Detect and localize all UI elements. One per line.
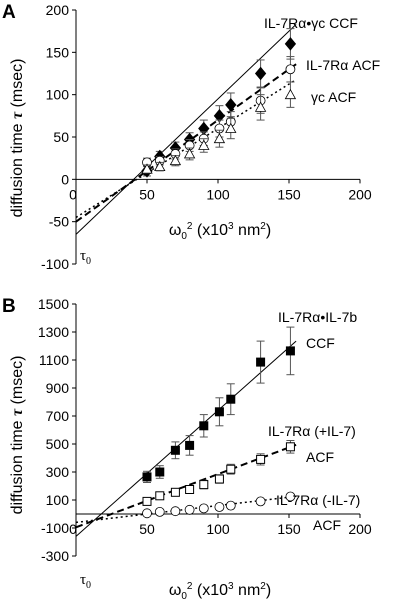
- panel-a-label-acf-2: γc ACF: [311, 89, 356, 105]
- panel-a-x-tick-label: 100: [206, 186, 230, 202]
- panel-b-y-tick-label: 500: [46, 436, 70, 452]
- panel-b-y-tick-label: 700: [46, 408, 70, 424]
- panel-b-series-2-point: [170, 506, 181, 517]
- panel-b-series-2-point: [198, 503, 209, 514]
- panel-b-series-0-point: [256, 357, 266, 367]
- panel-b-series-2-point: [184, 504, 195, 515]
- panel-b-series-1-point: [185, 485, 195, 494]
- panel-a-y-tick-label: -100: [41, 256, 69, 272]
- panel-b-series-0-point: [214, 407, 224, 417]
- panel-b-series-2-point: [214, 502, 225, 512]
- panel-b-x-tick-label: 100: [206, 521, 230, 537]
- panel-b-series-0-point: [170, 445, 180, 455]
- panel-a: A diffusion time τ (msec) -100-500501001…: [2, 2, 380, 272]
- panel-a-series-0-point: [225, 98, 237, 112]
- panel-b-fit-line-0: [75, 340, 297, 537]
- panel-a-x-origin-label: 0: [69, 186, 77, 202]
- panel-b-label-acf-1b: ACF: [306, 449, 334, 465]
- panel-a-series-2-point: [169, 154, 182, 166]
- panel-b-series-0-point: [185, 440, 195, 450]
- panel-a-series-1-point: [285, 64, 296, 75]
- panel-a-x-axis-title: ω02 (x103 nm2): [169, 221, 271, 242]
- panel-a-x-tick-label: 50: [139, 186, 155, 202]
- panel-b-series-1-point: [199, 480, 209, 490]
- panel-b-series-1-point: [226, 464, 236, 474]
- panel-a-label-acf-1: IL-7Rα ACF: [306, 57, 380, 73]
- panel-a-series-2-point: [284, 88, 297, 100]
- panel-a-ytitle: diffusion time τ (msec): [9, 59, 26, 218]
- panel-a-y-axis-title: diffusion time τ (msec): [9, 59, 26, 218]
- panel-b-ytitle: diffusion time τ (msec): [9, 356, 26, 515]
- panel-b-series-1-point: [142, 496, 152, 506]
- panel-b-label-acf-2b: ACF: [313, 517, 341, 533]
- panel-b-fit-line-1: [75, 443, 297, 529]
- panel-b-label-acf-1a: IL-7Rα (+IL-7): [268, 423, 356, 439]
- panel-a-series-2-point: [154, 160, 166, 172]
- panel-b-letter: B: [2, 296, 16, 317]
- panel-b-series-0-point: [155, 467, 165, 477]
- panel-a-series-2-point: [225, 122, 237, 133]
- panel-b-y-tick-label: 1100: [39, 352, 69, 368]
- panel-a-tau0-label: τ0: [80, 248, 91, 267]
- panel-b-x-axis-title: ω02 (x103 nm2): [169, 581, 271, 600]
- panel-a-y-tick-label: 50: [53, 129, 69, 145]
- panel-b-x-tick-label: 200: [348, 521, 372, 537]
- panel-b-series-1-point: [170, 487, 180, 497]
- panel-b-series-1-point: [155, 491, 165, 501]
- panel-b-x-origin-label: 0: [69, 521, 77, 537]
- panel-b-label-ccf-1: IL-7Rα•IL-7b: [278, 309, 357, 325]
- panel-b-label-ccf-2: CCF: [306, 335, 335, 351]
- panel-b-y-tick-label: 300: [46, 464, 70, 480]
- panel-b-series-0-point: [142, 472, 152, 482]
- panel-b-x-tick-label: 50: [139, 521, 155, 537]
- panel-a-label-ccf: IL-7Rα•γc CCF: [264, 15, 358, 31]
- panel-a-series-2-point: [198, 139, 210, 150]
- panel-a-series-2-point: [213, 132, 226, 144]
- panel-a-y-tick-label: 150: [46, 44, 70, 60]
- panel-a-letter: A: [2, 2, 16, 23]
- panel-a-y-tick-label: 200: [46, 2, 70, 18]
- panel-b-series-1-point: [214, 474, 224, 484]
- panel-b-series-1-point: [285, 442, 295, 452]
- panel-b-label-acf-2a: IL-7Rα (-IL-7): [276, 492, 360, 508]
- panel-b-series-2-point: [142, 508, 152, 519]
- panel-a-series-2-point: [183, 148, 196, 159]
- panel-a-series-2-point: [254, 101, 267, 112]
- panel-b-series-0-point: [285, 346, 295, 356]
- panel-a-series-0-point: [284, 37, 297, 51]
- panel-a-series-2-point: [141, 163, 153, 174]
- panel-b-y-tick-label: -300: [41, 548, 69, 564]
- panel-b-series-0-point: [226, 394, 236, 404]
- panel-b-y-tick-label: 100: [46, 492, 70, 508]
- panel-b-y-tick-label: -100: [41, 520, 69, 536]
- panel-a-x-tick-label: 150: [277, 186, 301, 202]
- panel-a-y-tick-label: -50: [49, 214, 69, 230]
- panel-a-fit-line-0: [75, 24, 297, 235]
- panel-b-series-2-point: [285, 491, 296, 502]
- panel-b-series-2-point: [225, 500, 236, 511]
- panel-b-series-1-point: [256, 454, 266, 464]
- panel-b-y-tick-label: 900: [46, 380, 70, 396]
- panel-a-series-0-point: [254, 66, 267, 81]
- panel-b: B diffusion time τ (msec) -300 -100 100 300…: [2, 296, 372, 600]
- panel-a-x-tick-label: 200: [348, 186, 372, 202]
- panel-a-y-tick-label: 100: [46, 87, 70, 103]
- panel-b-y-axis-title: diffusion time τ (msec): [9, 356, 26, 515]
- panel-b-series-0-point: [199, 421, 209, 431]
- panel-b-y-tick-label: 1500: [38, 296, 69, 312]
- panel-a-y-tick-label: 0: [61, 171, 69, 187]
- panel-b-y-tick-label: 1300: [38, 324, 69, 340]
- panel-b-series-2-point: [255, 496, 266, 507]
- panel-b-series-2-point: [154, 506, 165, 517]
- panel-b-tau0-label: τ0: [80, 572, 91, 591]
- panel-b-x-tick-label: 150: [277, 521, 301, 537]
